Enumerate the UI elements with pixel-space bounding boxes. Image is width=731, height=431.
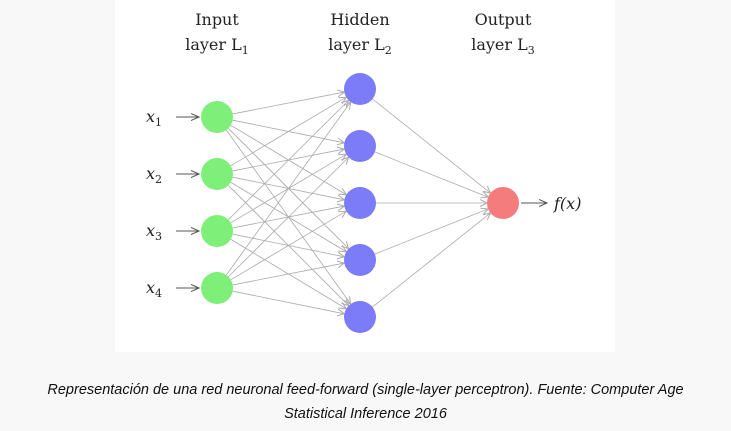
hidden-node-2 bbox=[344, 130, 376, 162]
hidden-layer-subtitle-text: layer L bbox=[328, 35, 385, 54]
input-label-x2-sub: 2 bbox=[155, 173, 162, 186]
caption-line-2: Statistical Inference 2016 bbox=[284, 406, 447, 422]
input-label-x1: x1 bbox=[146, 107, 162, 129]
edge-input4-to-hidden2 bbox=[228, 157, 348, 278]
hidden-layer-subscript: 2 bbox=[385, 44, 392, 57]
connection-edges bbox=[225, 92, 491, 314]
edge-input3-to-hidden1 bbox=[228, 100, 348, 221]
output-label: f(x) bbox=[553, 194, 581, 213]
input-node-3 bbox=[201, 215, 233, 247]
io-arrows bbox=[176, 117, 547, 288]
input-layer-subtitle: layer L1 bbox=[185, 35, 249, 57]
input-label-x3-sub: 3 bbox=[155, 230, 162, 243]
edge-input4-to-hidden1 bbox=[226, 102, 350, 276]
hidden-layer-subtitle: layer L2 bbox=[328, 35, 392, 57]
input-label-x4-var: x bbox=[146, 278, 155, 297]
output-layer-subtitle: layer L3 bbox=[471, 35, 535, 57]
input-label-x3: x3 bbox=[146, 221, 162, 243]
input-node-2 bbox=[201, 158, 233, 190]
output-node-1 bbox=[487, 187, 519, 219]
input-label-x1-var: x bbox=[146, 107, 155, 126]
input-label-x2-var: x bbox=[146, 164, 155, 183]
edge-hidden1-to-output1 bbox=[372, 98, 491, 193]
input-layer-subscript: 1 bbox=[242, 44, 249, 57]
edge-hidden2-to-output1 bbox=[374, 151, 488, 197]
edge-input2-to-hidden1 bbox=[230, 97, 346, 167]
input-label-x4-sub: 4 bbox=[155, 287, 162, 300]
hidden-node-3 bbox=[344, 187, 376, 219]
edge-input1-to-hidden1 bbox=[232, 92, 345, 115]
output-layer-subscript: 3 bbox=[528, 44, 535, 57]
input-label-x1-sub: 1 bbox=[155, 116, 162, 129]
neural-network-diagram: Input layer L1 Hidden layer L2 Output la… bbox=[146, 10, 581, 333]
input-label-x3-var: x bbox=[146, 221, 155, 240]
input-node-4 bbox=[201, 272, 233, 304]
edge-input4-to-hidden5 bbox=[232, 290, 345, 314]
input-layer-subtitle-text: layer L bbox=[185, 35, 242, 54]
input-label-x2: x2 bbox=[146, 164, 162, 186]
figure-caption: Representación de una red neuronal feed-… bbox=[0, 378, 731, 426]
edge-hidden4-to-output1 bbox=[374, 209, 488, 255]
input-node-1 bbox=[201, 101, 233, 133]
edge-input4-to-hidden4 bbox=[232, 263, 345, 286]
output-layer-title: Output bbox=[475, 10, 532, 29]
edge-input4-to-hidden3 bbox=[230, 211, 346, 281]
edge-hidden5-to-output1 bbox=[372, 213, 491, 308]
hidden-node-1 bbox=[344, 73, 376, 105]
hidden-node-4 bbox=[344, 244, 376, 276]
hidden-node-5 bbox=[344, 301, 376, 333]
hidden-layer-title: Hidden bbox=[330, 10, 389, 29]
input-label-x4: x4 bbox=[146, 278, 162, 300]
output-layer-subtitle-text: layer L bbox=[471, 35, 528, 54]
input-layer-title: Input bbox=[195, 10, 239, 29]
network-nodes bbox=[201, 73, 519, 333]
caption-line-1: Representación de una red neuronal feed-… bbox=[47, 382, 684, 398]
